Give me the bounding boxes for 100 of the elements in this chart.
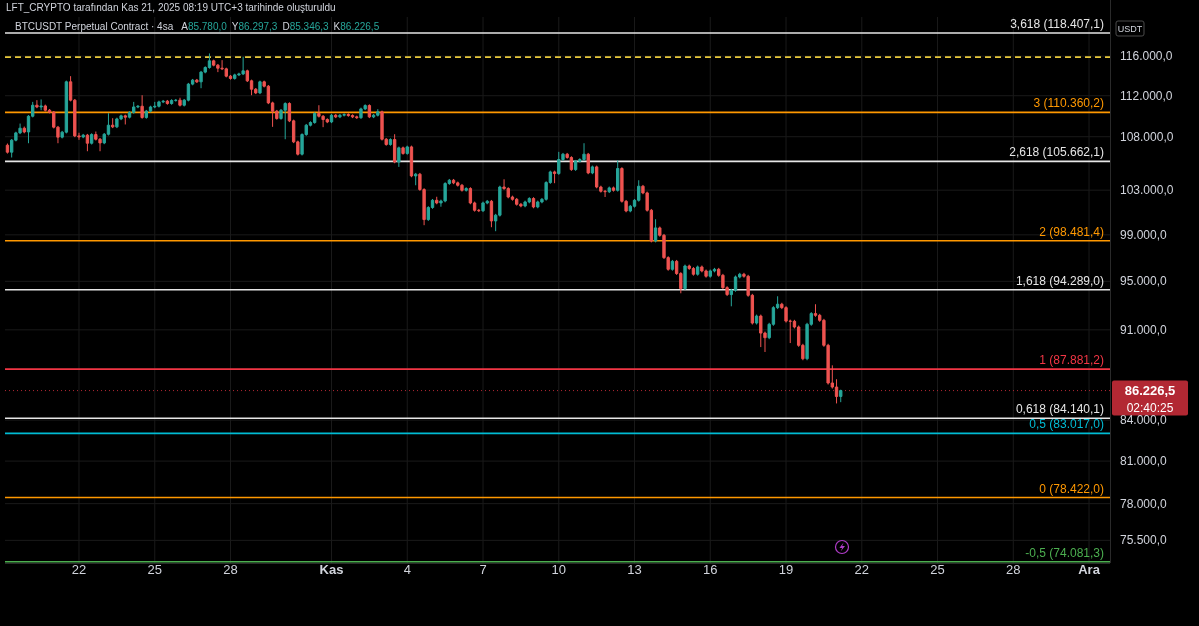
candlestick: [388, 137, 393, 147]
candlestick: [5, 143, 10, 155]
candlestick: [607, 186, 611, 194]
candlestick: [346, 112, 351, 118]
candlestick: [153, 101, 157, 109]
candlestick: [460, 183, 464, 193]
ref-line-label: 2 (98.481,4): [1039, 224, 1104, 239]
candlestick: [813, 303, 818, 318]
chart-title: BTCUSDT Perpetual Contract · 4sa: [15, 21, 174, 32]
x-tick-label: 13: [627, 562, 642, 577]
candlestick: [531, 196, 536, 209]
candlestick: [178, 97, 182, 107]
candlestick: [392, 133, 397, 164]
y-tick-label: 116.000,0: [1120, 49, 1173, 64]
candlestick: [199, 70, 203, 89]
candlestick: [123, 114, 127, 125]
candlestick: [283, 101, 287, 140]
candlestick: [355, 115, 359, 120]
candlestick: [81, 133, 85, 139]
candlestick: [552, 170, 557, 184]
candlestick: [115, 117, 119, 129]
x-tick-label: 28: [223, 562, 238, 577]
candlestick: [708, 269, 712, 279]
candlestick: [557, 151, 561, 176]
candlestick: [409, 145, 414, 178]
x-tick-label: Kas: [319, 562, 344, 577]
candlestick: [350, 113, 355, 119]
candlestick: [519, 202, 523, 208]
candlestick: [536, 200, 540, 209]
candlestick: [405, 145, 409, 156]
y-tick-label: 91.000,0: [1120, 322, 1168, 337]
candlestick: [414, 172, 418, 186]
text: 02:40:25: [1126, 400, 1174, 415]
candlestick: [195, 78, 199, 84]
y-tick-label: 84.000,0: [1120, 413, 1168, 428]
candlestick: [334, 113, 338, 119]
candlestick: [313, 111, 317, 125]
candlestick: [216, 63, 220, 73]
x-tick-label: 10: [551, 562, 567, 577]
candlestick: [258, 80, 262, 95]
candlestick: [435, 196, 439, 205]
candlestick: [35, 99, 39, 109]
candlestick: [489, 199, 494, 228]
candlestick: [165, 99, 170, 106]
candlestick: [207, 52, 212, 70]
ref-line-label: 3 (110.360,2): [1033, 96, 1104, 111]
y-tick-label: 99.000,0: [1120, 227, 1168, 242]
x-tick-label: 7: [479, 562, 487, 577]
candlestick: [695, 265, 700, 277]
candlestick: [338, 113, 342, 119]
ref-line-label: 0 (78.422,0): [1039, 481, 1104, 496]
y-axis-title: USDT: [1117, 23, 1143, 34]
candlestick: [371, 113, 376, 119]
candlestick: [616, 159, 620, 193]
ref-line-label: 0,5 (83.017,0): [1029, 417, 1104, 432]
x-tick-label: 16: [703, 562, 718, 577]
candlestick: [241, 56, 245, 76]
y-tick-label: 75.500,0: [1120, 533, 1168, 548]
x-tick-label: 25: [930, 562, 945, 577]
candlestick: [367, 103, 372, 119]
candlestick: [401, 146, 405, 156]
candlestick: [397, 146, 401, 168]
candlestick: [132, 101, 136, 115]
candlestick: [653, 218, 658, 243]
candlestick: [451, 178, 456, 185]
candlestick: [594, 165, 599, 189]
ref-line-label: 3,618 (118.407,1): [1010, 17, 1104, 32]
text: LFT_CRYPTO tarafından Kas 21, 2025 08:19 UTC+3 tarihinde oluşturuldu: [6, 2, 336, 13]
candlestick: [186, 82, 191, 102]
candlestick: [144, 109, 149, 120]
candlestick: [140, 94, 144, 120]
candlestick: [603, 189, 607, 198]
ref-line-label: 1,618 (94.289,0): [1015, 273, 1104, 288]
x-tick-label: 4: [403, 562, 411, 577]
y-tick-label: 78.000,0: [1120, 496, 1168, 511]
candlestick: [527, 196, 531, 204]
ref-line-label: 2,618 (105.662,1): [1009, 145, 1104, 160]
candlestick: [464, 186, 468, 193]
y-tick-label: 108.000,0: [1120, 129, 1174, 144]
candlestick: [839, 389, 843, 403]
candlestick: [169, 98, 174, 106]
candlestick: [691, 266, 696, 277]
y-tick-label: 103.000,0: [1120, 183, 1174, 198]
candlestick: [161, 99, 165, 104]
x-tick-label: Ara: [1078, 562, 1101, 577]
ref-line-label: -0,5 (74.081,3): [1025, 545, 1104, 560]
candlestick: [683, 264, 687, 291]
x-tick-label: 19: [778, 562, 794, 577]
candlestick: [456, 181, 460, 188]
candlestick: [582, 142, 586, 162]
candlestick: [85, 133, 90, 152]
ref-line-label: 86.226,5: [1124, 383, 1176, 399]
y-tick-label: 95.000,0: [1120, 274, 1168, 289]
candlestick: [515, 197, 519, 207]
candlestick: [376, 108, 380, 117]
candlestick: [325, 117, 329, 124]
candlestick: [233, 73, 237, 81]
x-tick-label: 22: [854, 562, 870, 577]
candlestick: [157, 100, 161, 108]
candlestick: [754, 314, 759, 326]
